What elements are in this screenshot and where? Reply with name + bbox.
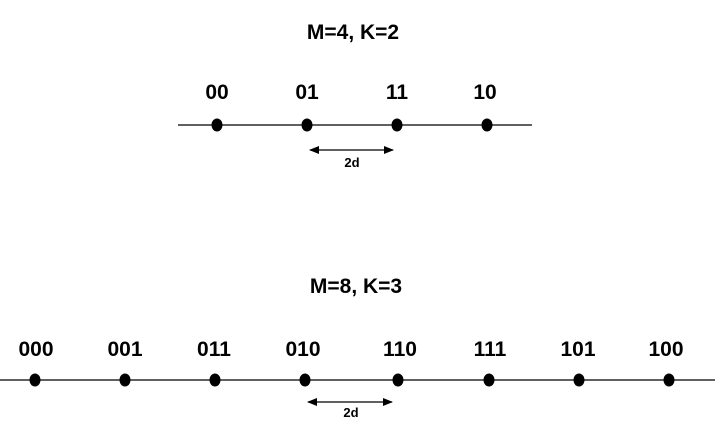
symbol-label-101: 101	[560, 338, 595, 361]
symbol-point-110	[392, 373, 404, 387]
symbol-label-001: 001	[107, 338, 142, 361]
symbol-label-010: 010	[285, 338, 320, 361]
constellation-m4-title: M=4, K=2	[307, 21, 399, 44]
symbol-label-01: 01	[295, 81, 319, 104]
symbol-point-00	[211, 118, 223, 132]
symbol-point-111	[483, 373, 495, 387]
symbol-label-000: 000	[18, 338, 53, 361]
symbol-label-110: 110	[383, 338, 417, 361]
symbol-point-001	[119, 373, 131, 387]
constellation-m8: M=8, K=3 000 001 011 010 110 111 101 100…	[0, 275, 715, 420]
constellation-m8-title: M=8, K=3	[310, 275, 402, 298]
symbol-point-000	[29, 373, 41, 387]
constellation-m4: M=4, K=2 00 01 11 10 2d	[178, 21, 532, 170]
symbol-point-100	[663, 373, 675, 387]
symbol-point-010	[299, 373, 311, 387]
distance-label-m8: 2d	[343, 405, 358, 420]
symbol-label-11: 11	[386, 81, 409, 104]
symbol-point-11	[391, 118, 403, 132]
symbol-point-101	[573, 373, 585, 387]
symbol-label-011: 011	[197, 338, 231, 361]
symbol-label-100: 100	[648, 338, 683, 361]
symbol-label-10: 10	[473, 81, 496, 104]
symbol-label-111: 111	[474, 338, 507, 361]
symbol-point-01	[301, 118, 313, 132]
symbol-point-10	[481, 118, 493, 132]
symbol-label-00: 00	[205, 81, 228, 104]
distance-label-m4: 2d	[344, 155, 359, 170]
symbol-point-011	[209, 373, 221, 387]
